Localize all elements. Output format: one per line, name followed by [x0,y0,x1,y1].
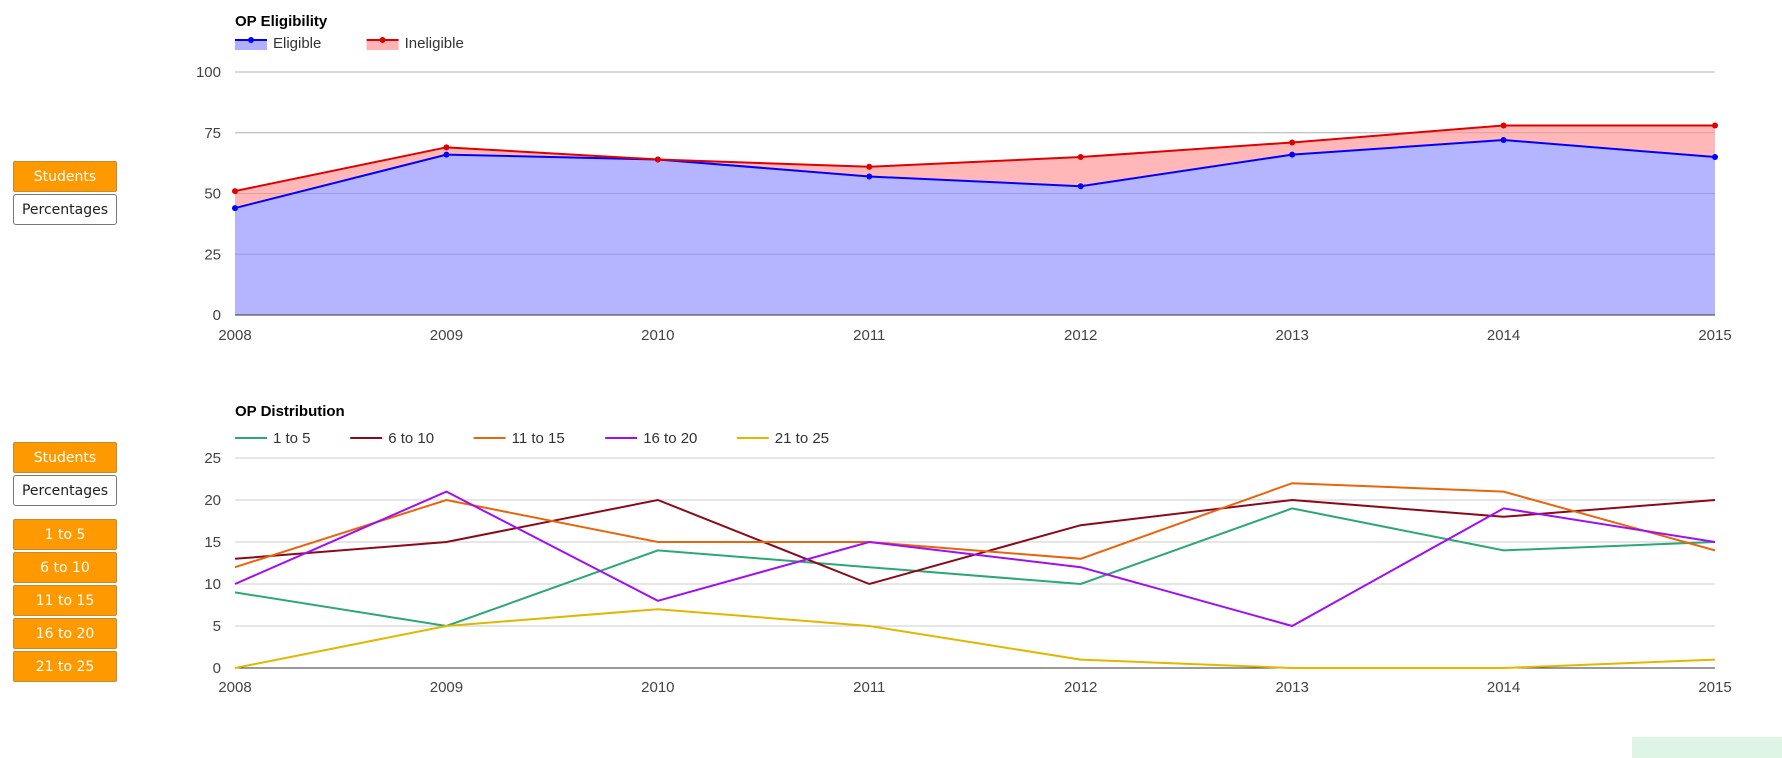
data-point-eligible [1077,183,1084,190]
series-line-ineligible [234,124,1715,193]
corner-badge [1632,737,1782,758]
data-point-ineligible [443,144,450,151]
data-point-eligible [1500,137,1507,144]
series-line-eligible [234,139,1716,210]
legend-label: 1 to 5 [273,430,311,447]
x-tick-label: 2010 [641,327,674,344]
data-point-ineligible [866,163,873,170]
series-line-11-to-15 [234,482,1716,569]
percentages-toggle-button-eligibility[interactable]: Percentages [13,194,117,225]
y-tick-label: 15 [204,534,221,551]
legend-label: Eligible [273,35,321,52]
data-point-ineligible [232,188,238,195]
legend-item-21-to-25: 21 to 25 [736,430,829,447]
legend-item-11-to-15: 11 to 15 [473,430,565,447]
legend-label: 21 to 25 [775,430,829,447]
range-button-6-to-10[interactable]: 6 to 10 [13,552,117,583]
legend-marker [248,37,254,43]
chart-title: OP Distribution [235,403,345,420]
range-button-16-to-20[interactable]: 16 to 20 [13,618,117,649]
legend-label: 6 to 10 [388,430,434,447]
y-tick-label: 5 [213,618,221,635]
op-eligibility-chart: OP Eligibility 0 25 50 75 100 2008 2009 2010 2011… [196,13,1732,344]
x-tick-label: 2011 [853,679,885,696]
legend-label: 16 to 20 [643,430,697,447]
data-point-eligible [1712,154,1718,161]
x-tick-label: 2014 [1487,679,1520,696]
series-line-21-to-25 [234,608,1716,669]
data-point-ineligible [1289,139,1296,146]
students-toggle-button-eligibility[interactable]: Students [13,161,117,192]
x-tick-label: 2011 [853,327,885,344]
legend-item-1-to-5: 1 to 5 [235,430,311,447]
legend-swatch [366,40,399,50]
data-point-ineligible [1500,122,1507,129]
legend-swatch [235,40,267,50]
range-button-1-to-5[interactable]: 1 to 5 [13,519,117,550]
x-tick-label: 2015 [1698,679,1731,696]
x-tick-label: 2009 [430,679,463,696]
x-tick-label: 2010 [641,679,674,696]
series-line-1-to-5 [234,507,1716,628]
legend-marker [379,37,386,43]
area-fill-eligible [235,140,1715,315]
legend-label: 11 to 15 [512,430,565,447]
x-tick-label: 2012 [1064,679,1097,696]
x-tick-label: 2015 [1698,327,1731,344]
y-tick-label: 10 [204,576,221,593]
percentages-toggle-button-distribution[interactable]: Percentages [13,475,117,506]
y-tick-label: 0 [213,307,221,324]
x-tick-label: 2014 [1487,327,1520,344]
data-point-eligible [866,173,873,180]
y-tick-label: 75 [204,125,221,142]
legend-item-eligible: Eligible [235,35,321,52]
legend-item-ineligible: Ineligible [366,35,464,52]
legend-item-16-to-20: 16 to 20 [605,430,697,447]
data-point-eligible [443,151,450,158]
data-point-ineligible [1077,154,1084,161]
x-tick-label: 2008 [218,679,251,696]
data-point-ineligible [654,156,661,163]
legend-item-6-to-10: 6 to 10 [350,430,434,447]
y-tick-label: 0 [213,660,221,677]
y-tick-label: 25 [204,450,221,467]
y-tick-label: 25 [204,246,221,263]
x-tick-label: 2008 [218,327,251,344]
chart-title: OP Eligibility [235,13,328,30]
legend-label: Ineligible [405,35,464,52]
data-point-ineligible [1712,122,1718,129]
x-tick-label: 2013 [1275,327,1308,344]
x-tick-label: 2013 [1275,679,1308,696]
series-line-16-to-20 [234,490,1716,628]
y-tick-label: 50 [204,186,221,203]
y-tick-label: 20 [204,492,221,509]
x-tick-label: 2012 [1064,327,1097,344]
students-toggle-button-distribution[interactable]: Students [13,442,117,473]
y-tick-label: 100 [196,64,221,81]
data-point-eligible [1289,151,1296,158]
range-button-11-to-15[interactable]: 11 to 15 [13,585,117,616]
range-button-21-to-25[interactable]: 21 to 25 [13,651,117,682]
x-tick-label: 2009 [430,327,463,344]
area-fill-ineligible [235,125,1715,209]
data-point-eligible [232,205,238,212]
